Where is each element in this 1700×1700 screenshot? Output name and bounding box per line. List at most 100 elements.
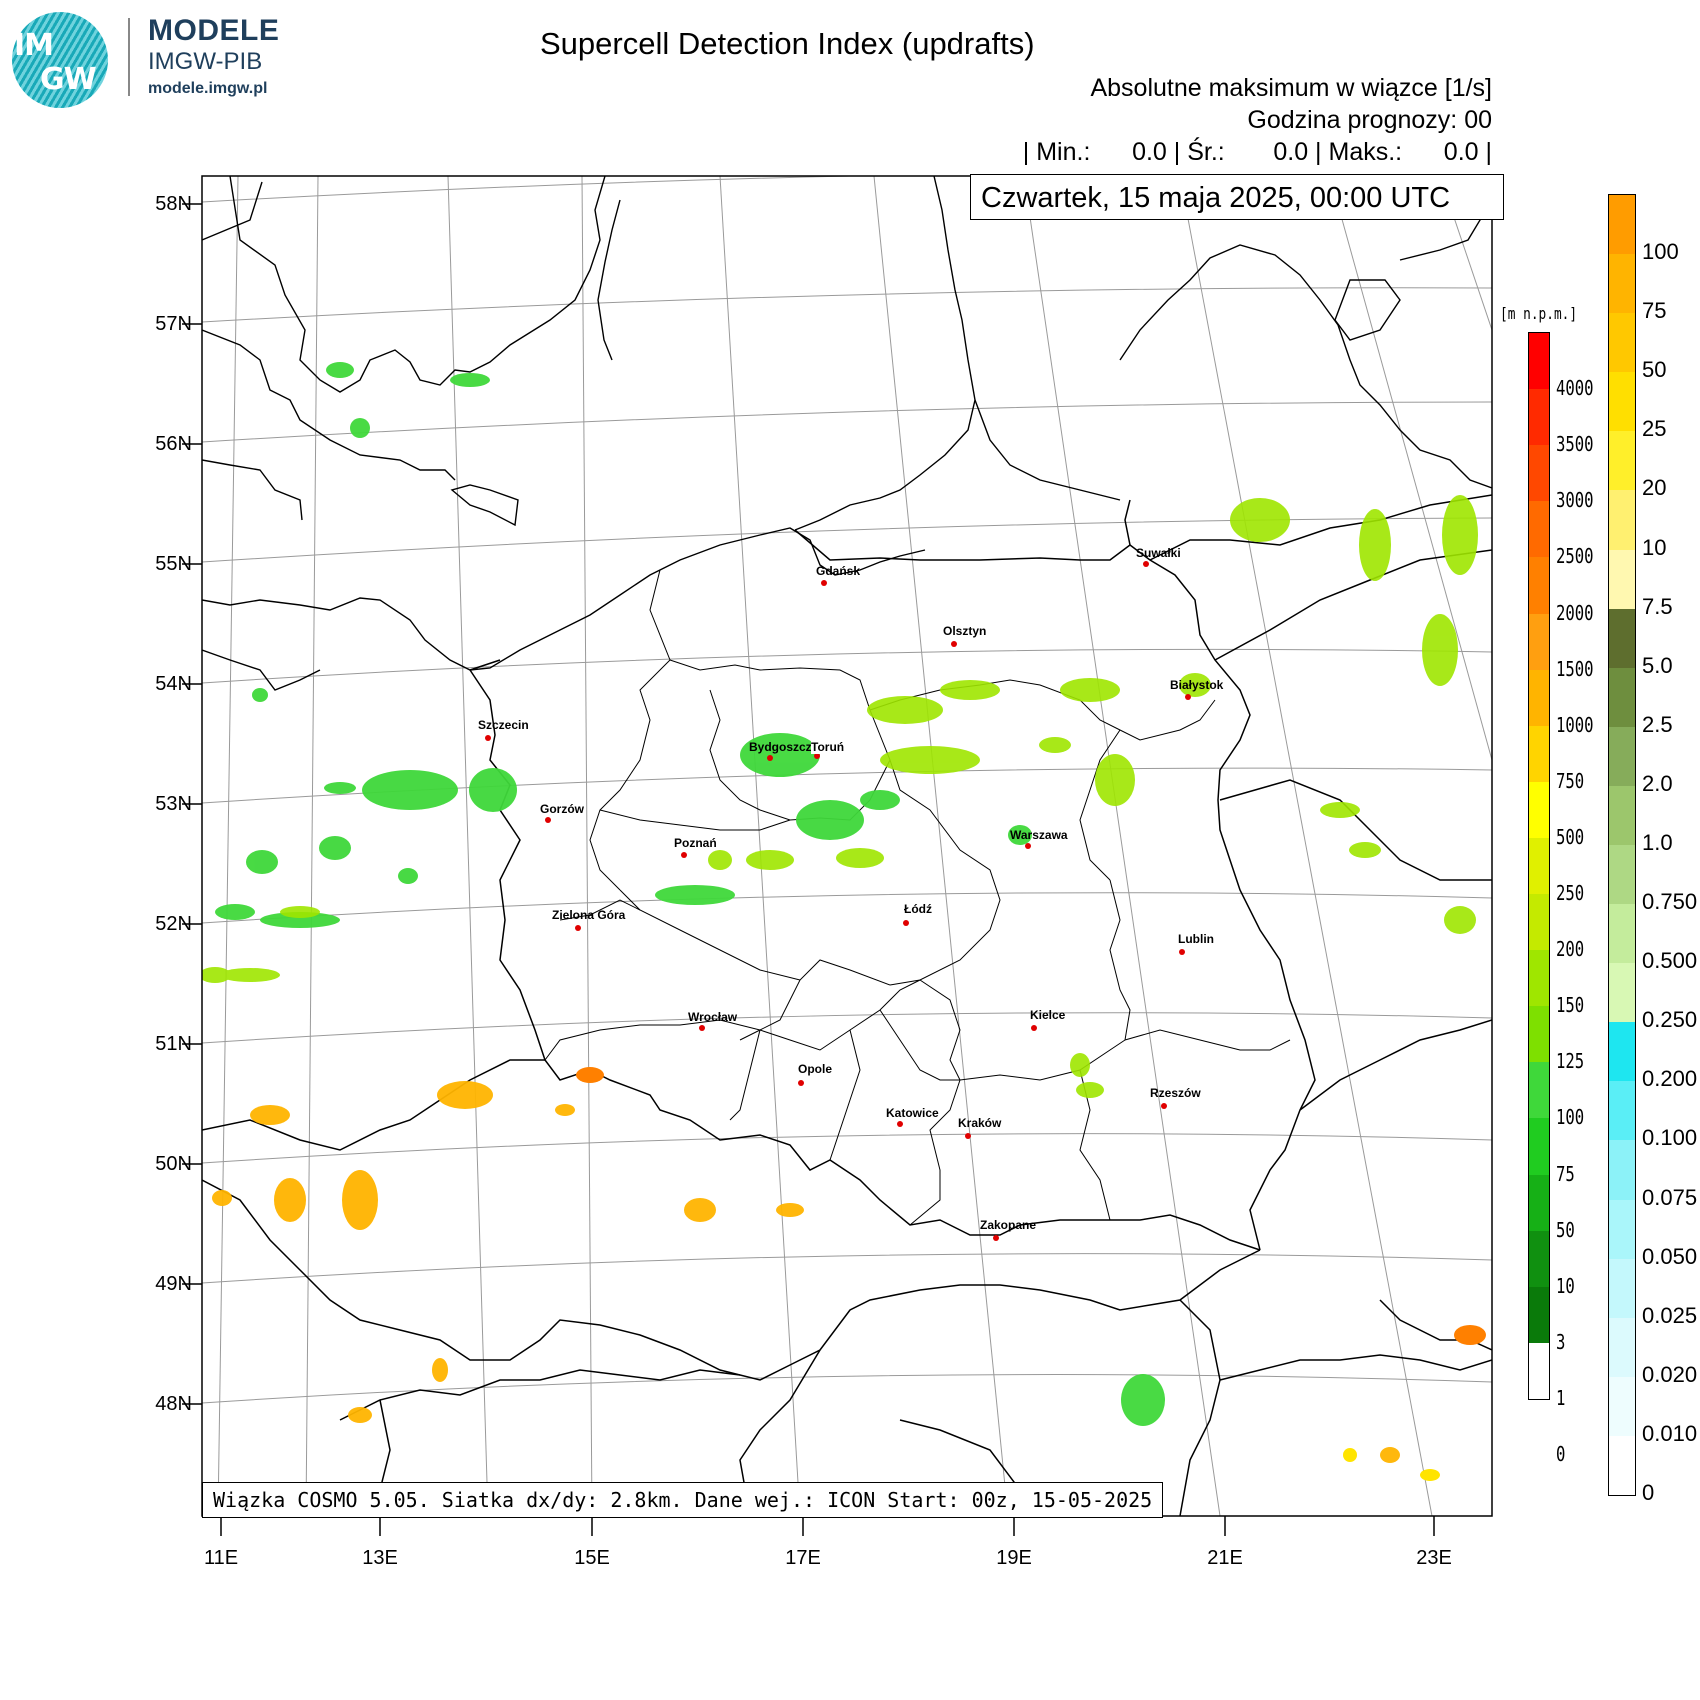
lon-label: 23E [1416, 1547, 1452, 1569]
legend-swatch [1529, 1342, 1549, 1400]
lon-label: 17E [785, 1547, 821, 1569]
legend-swatch [1529, 389, 1549, 446]
legend-label: 125 [1556, 1049, 1585, 1074]
legend-swatch [1609, 785, 1635, 846]
legend-label: 100 [1556, 1105, 1585, 1130]
legend-label: 3500 [1556, 432, 1594, 457]
lat-label: 58N [155, 193, 192, 215]
legend-swatch [1609, 1140, 1635, 1201]
legend-swatch [1529, 333, 1549, 390]
legend-swatch [1529, 669, 1549, 727]
city-label: Bydgoszcz [749, 740, 812, 754]
date-box: Czwartek, 15 maja 2025, 00:00 UTC [970, 174, 1504, 220]
lat-label: 48N [155, 1393, 192, 1415]
city-label: Opole [798, 1062, 833, 1076]
legend-label: 0.050 [1642, 1243, 1698, 1269]
lon-label: 15E [574, 1547, 610, 1569]
legend-swatch [1529, 1174, 1549, 1232]
legend-label: 20 [1642, 475, 1667, 501]
legend-swatch [1609, 1022, 1635, 1082]
graticule-parallels [202, 176, 1492, 1404]
city-label: Wrocław [688, 1010, 738, 1024]
map-subtitle: Absolutne maksimum w wiązce [1/s] [1090, 74, 1492, 102]
city-label: Kraków [958, 1116, 1002, 1130]
legend-label: 0.200 [1642, 1066, 1698, 1092]
legend-swatch [1609, 1376, 1635, 1437]
imgw-logo [12, 12, 108, 108]
legend-swatch [1609, 1317, 1635, 1378]
legend-label: 75 [1642, 298, 1667, 324]
legend-swatch [1609, 549, 1635, 610]
legend-swatch [1529, 725, 1549, 783]
elevation-color-bar [1528, 332, 1550, 1400]
legend-swatch [1609, 1081, 1635, 1141]
lat-label: 55N [155, 553, 192, 575]
city-label: Toruń [811, 740, 845, 754]
legend-label: 50 [1556, 1217, 1575, 1242]
coastlines [202, 176, 1492, 691]
legend-label: 2000 [1556, 600, 1594, 625]
legend-swatch [1609, 963, 1635, 1023]
legend-label: 200 [1556, 937, 1585, 962]
city-label: Suwałki [1136, 546, 1181, 560]
legend-label: 0 [1642, 1480, 1655, 1505]
legend-label: 0.750 [1642, 889, 1698, 915]
legend-label: 50 [1642, 357, 1667, 383]
city-label: Szczecin [478, 718, 529, 732]
legend-label: 2.5 [1642, 711, 1673, 737]
lat-label: 53N [155, 793, 192, 815]
city-label: Olsztyn [943, 624, 987, 638]
legend-swatch [1609, 904, 1635, 964]
legend-swatch [1529, 1286, 1549, 1344]
legend-label: 25 [1642, 416, 1667, 442]
legend-label: 0 [1556, 1442, 1566, 1467]
city-label: Gorzów [540, 802, 584, 816]
lat-label: 50N [155, 1153, 192, 1175]
legend-swatch [1529, 894, 1549, 951]
legend-swatch [1529, 445, 1549, 502]
legend-swatch [1609, 1258, 1635, 1319]
legend-label: 10 [1642, 534, 1667, 560]
legend-label: 0.100 [1642, 1125, 1698, 1151]
city-label: Kielce [1030, 1008, 1066, 1022]
legend-label: 1000 [1556, 712, 1594, 737]
lat-label: 57N [155, 313, 192, 335]
legend-label: 2.0 [1642, 770, 1673, 796]
legend-swatch [1609, 490, 1635, 551]
legend-swatch [1609, 195, 1635, 255]
brand-org: IMGW-PIB [148, 48, 263, 75]
lat-ticks [182, 203, 202, 1405]
legend-swatch [1609, 726, 1635, 787]
sdi-field-patches [202, 362, 1486, 1481]
legend-swatch [1529, 950, 1549, 1007]
legend-label: 0.500 [1642, 948, 1698, 974]
brand-url: modele.imgw.pl [148, 80, 268, 97]
legend-label: 1.0 [1642, 830, 1673, 855]
legend-label: 10 [1556, 1273, 1575, 1298]
legend-label: 3000 [1556, 488, 1594, 513]
city-label: Zielona Góra [552, 908, 626, 922]
stats-line: | Min.: 0.0 | Śr.: 0.0 | Maks.: 0.0 | [1022, 138, 1492, 166]
lat-label: 52N [155, 913, 192, 935]
lat-label: 49N [155, 1273, 192, 1295]
lon-label: 13E [362, 1547, 398, 1569]
city-label: Warszawa [1010, 828, 1068, 842]
lat-label: 51N [155, 1033, 192, 1055]
legend-swatch [1529, 837, 1549, 895]
legend-swatch [1609, 254, 1635, 314]
legend-swatch [1609, 431, 1635, 491]
legend-label: 0.020 [1642, 1361, 1698, 1387]
logo-divider [128, 18, 130, 96]
city-label: Poznań [674, 836, 717, 850]
sdi-color-bar [1608, 194, 1636, 1496]
elevation-legend-title: [m n.p.m.] [1500, 304, 1578, 323]
forecast-hour: Godzina prognozy: 00 [1247, 106, 1492, 134]
city-label: Katowice [886, 1106, 939, 1120]
logo-text-bottom: GW [40, 62, 97, 97]
legend-label: 250 [1556, 881, 1585, 906]
legend-swatch [1609, 1199, 1635, 1260]
legend-label: 100 [1642, 239, 1679, 265]
legend-label: 5.0 [1642, 652, 1673, 678]
lon-ticks [220, 1516, 1435, 1536]
